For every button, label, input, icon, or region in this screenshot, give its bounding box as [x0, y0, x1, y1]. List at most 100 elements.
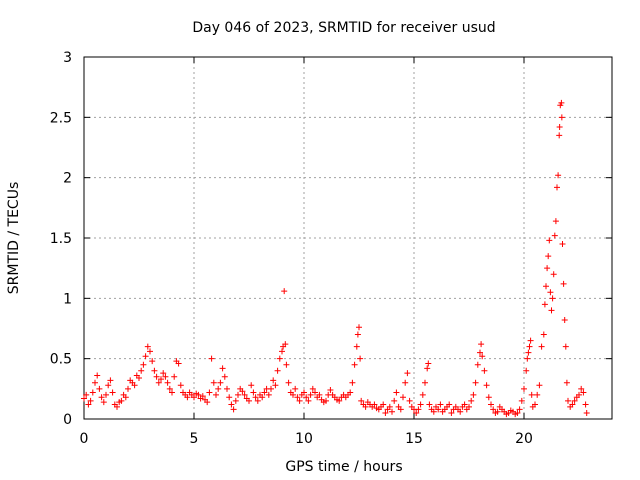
data-point	[527, 337, 534, 344]
data-point	[525, 349, 532, 356]
data-point	[285, 379, 292, 386]
data-point	[230, 406, 237, 413]
data-point	[422, 379, 428, 386]
data-point	[217, 379, 224, 386]
data-point	[576, 391, 582, 398]
data-point	[105, 382, 112, 389]
x-tick-label: 0	[80, 431, 89, 447]
data-point	[551, 232, 558, 239]
x-tick-label: 15	[405, 431, 423, 447]
data-point	[490, 406, 497, 413]
data-point	[279, 348, 285, 355]
data-point	[457, 408, 464, 415]
data-point	[268, 385, 274, 392]
data-point	[417, 401, 424, 408]
data-point	[208, 355, 215, 362]
data-point	[404, 370, 411, 377]
data-point	[477, 349, 483, 356]
data-point	[177, 382, 184, 389]
data-point	[301, 389, 307, 396]
data-point	[109, 389, 116, 396]
data-point	[353, 343, 360, 350]
data-point	[400, 394, 406, 401]
data-point	[195, 391, 202, 398]
plot-frame	[83, 56, 613, 420]
data-point	[461, 401, 468, 408]
data-point	[474, 361, 481, 368]
data-point	[514, 409, 521, 416]
data-point	[424, 365, 431, 372]
data-point	[349, 379, 356, 386]
data-point	[140, 361, 147, 368]
data-point	[92, 379, 98, 386]
data-point	[184, 394, 191, 401]
data-point	[402, 379, 409, 386]
y-tick-label: 1.5	[50, 231, 72, 247]
data-point	[316, 391, 323, 398]
data-point	[540, 331, 547, 338]
data-point	[565, 397, 571, 404]
data-point	[323, 397, 329, 404]
data-point	[524, 355, 531, 362]
data-point	[100, 399, 107, 406]
data-point	[155, 379, 162, 386]
data-point	[312, 389, 318, 396]
x-axis-label: GPS time / hours	[285, 459, 402, 475]
data-point	[419, 391, 426, 398]
data-point	[544, 265, 551, 272]
data-point	[380, 401, 387, 408]
data-point	[550, 271, 557, 278]
data-point	[226, 394, 233, 401]
x-tick-label: 20	[515, 431, 533, 447]
data-point	[292, 385, 299, 392]
data-point	[83, 391, 90, 398]
data-point	[518, 397, 525, 404]
data-point	[303, 394, 310, 401]
data-point	[397, 406, 404, 413]
data-point	[528, 391, 535, 398]
data-point	[543, 283, 549, 290]
y-axis-label: SRMTID / TECUs	[6, 182, 22, 295]
data-point	[371, 401, 378, 408]
data-point	[305, 397, 312, 404]
data-point	[521, 385, 527, 392]
data-point	[426, 401, 433, 408]
data-point	[232, 397, 239, 404]
y-tick-label: 2	[63, 171, 72, 187]
data-point	[541, 301, 548, 308]
data-point	[151, 367, 158, 374]
data-point	[153, 373, 160, 380]
data-point	[272, 382, 279, 389]
data-point	[94, 372, 101, 379]
data-point	[281, 288, 288, 295]
data-point	[526, 343, 533, 350]
data-point	[357, 355, 364, 362]
data-point	[494, 408, 501, 415]
data-point	[210, 379, 217, 386]
data-point	[546, 237, 553, 244]
data-point	[158, 376, 164, 383]
data-point	[144, 343, 151, 350]
data-points	[81, 99, 590, 418]
data-point	[391, 397, 398, 404]
y-tick-label: 0.5	[50, 352, 72, 368]
data-point	[219, 365, 226, 372]
x-tick-labels: 0 5 10 15 20	[80, 431, 533, 447]
data-point	[166, 385, 173, 392]
data-point	[479, 353, 486, 360]
x-tick-label: 5	[190, 431, 199, 447]
data-point	[307, 391, 314, 398]
data-point	[85, 401, 92, 408]
data-point	[358, 397, 365, 404]
data-point	[435, 406, 442, 413]
data-point	[239, 388, 246, 395]
data-point	[147, 348, 153, 355]
chart-title: Day 046 of 2023, SRMTID for receiver usu…	[192, 20, 495, 36]
data-point	[252, 394, 259, 401]
data-point	[114, 403, 120, 410]
data-point	[558, 99, 565, 106]
data-point	[309, 385, 316, 392]
data-point	[532, 401, 538, 408]
data-point	[327, 387, 334, 394]
data-point	[466, 403, 472, 410]
